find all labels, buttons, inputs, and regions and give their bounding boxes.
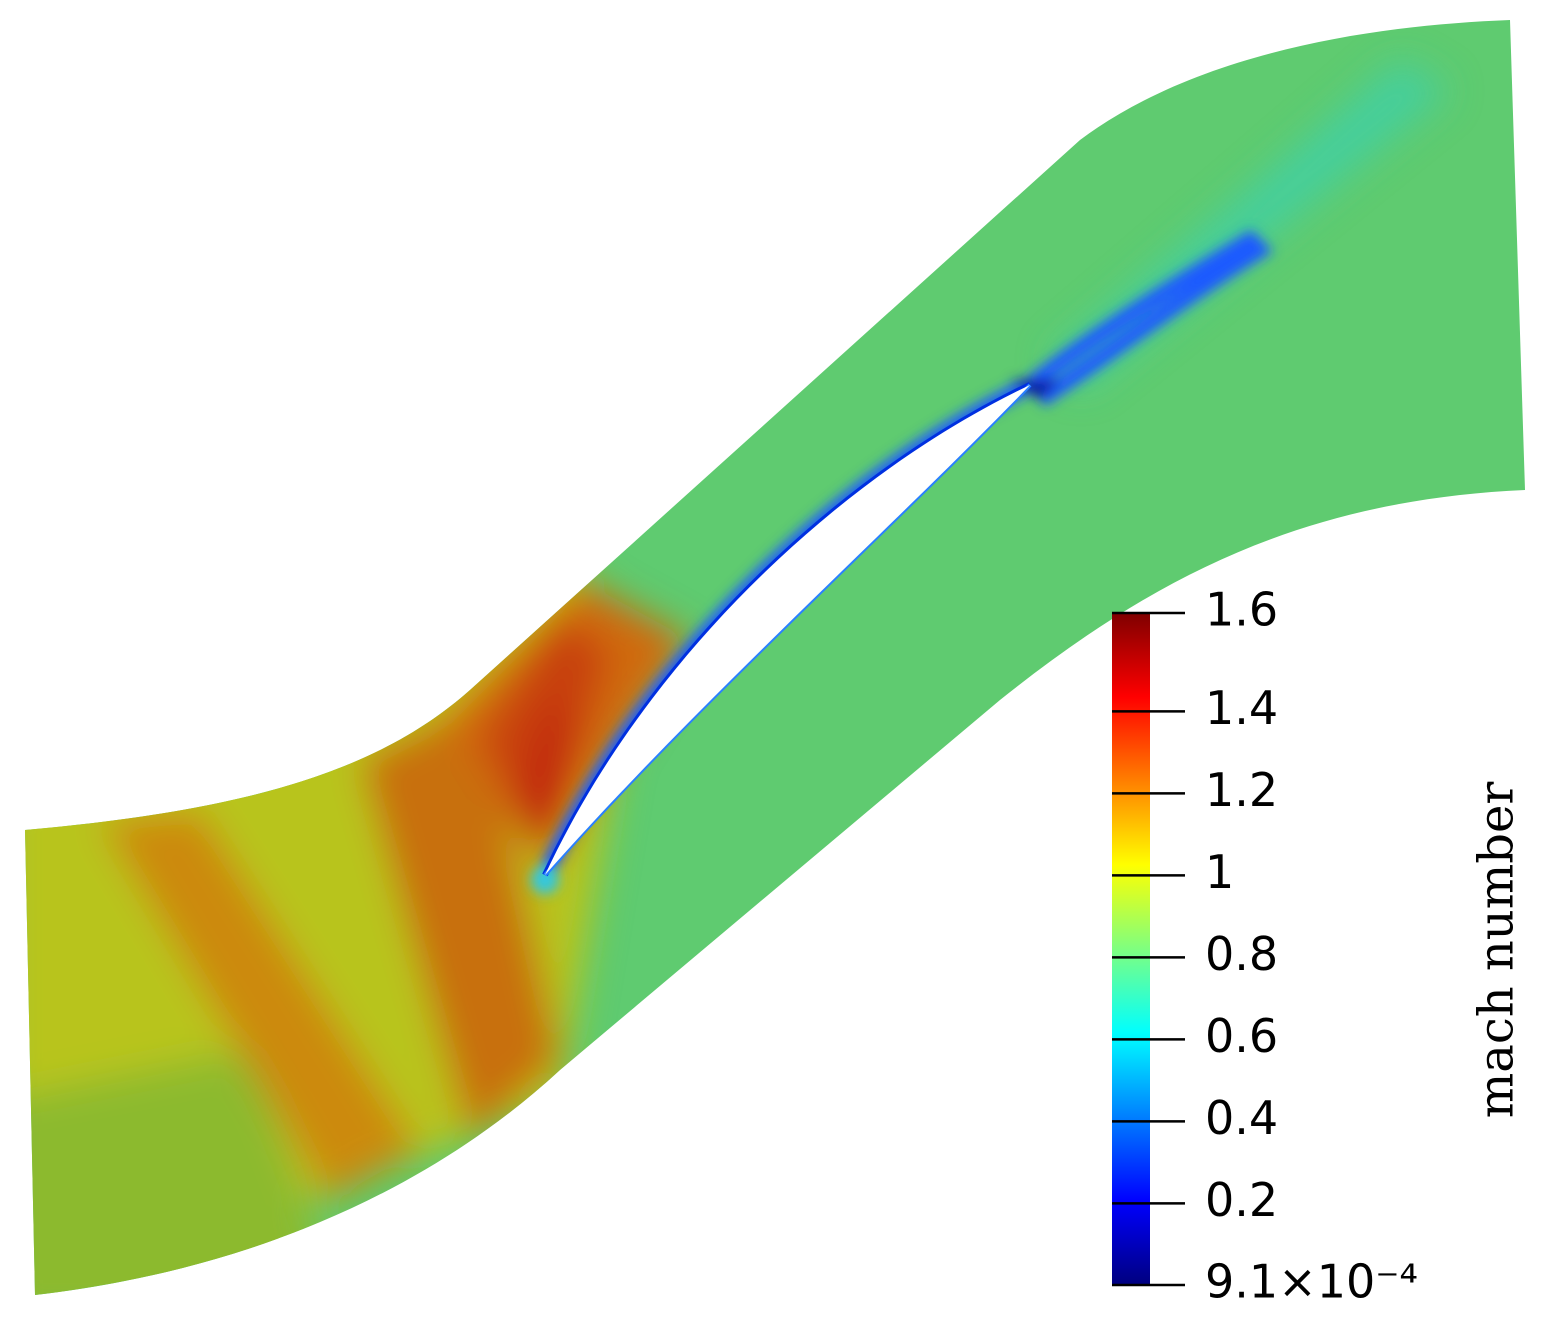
tick-label: 9.1×10⁻⁴ (1205, 1255, 1418, 1309)
tick-label: 0.4 (1205, 1091, 1278, 1145)
colorbar-title: mach number (1469, 782, 1525, 1119)
tick-label: 1 (1205, 845, 1234, 899)
tick-label: 1.2 (1205, 763, 1278, 817)
tick-label: 1.6 (1205, 583, 1278, 637)
tick-label: 1.4 (1205, 681, 1278, 735)
tick-label: 0.8 (1205, 927, 1278, 981)
tick-label: 0.6 (1205, 1009, 1278, 1063)
tick-label: 0.2 (1205, 1173, 1278, 1227)
colorbar (1112, 613, 1150, 1285)
